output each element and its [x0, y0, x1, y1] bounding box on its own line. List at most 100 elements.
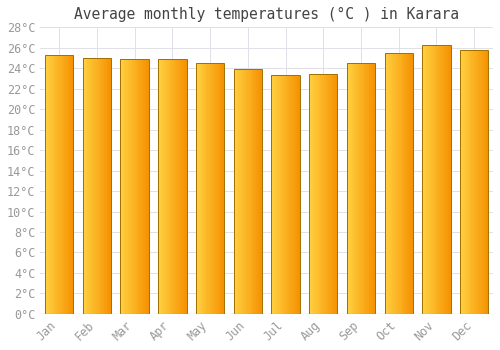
Bar: [363, 63, 364, 314]
Bar: [120, 59, 149, 314]
Bar: [144, 59, 145, 314]
Bar: [392, 53, 393, 314]
Bar: [313, 75, 314, 314]
Bar: [259, 69, 260, 314]
Bar: [132, 59, 134, 314]
Bar: [481, 50, 482, 314]
Bar: [162, 59, 163, 314]
Bar: [248, 69, 249, 314]
Bar: [258, 69, 259, 314]
Bar: [370, 63, 372, 314]
Bar: [436, 45, 438, 314]
Bar: [174, 59, 175, 314]
Bar: [395, 53, 396, 314]
Bar: [272, 75, 299, 314]
Bar: [48, 55, 49, 314]
Bar: [473, 50, 474, 314]
Bar: [208, 63, 209, 314]
Bar: [197, 63, 198, 314]
Bar: [106, 58, 108, 314]
Bar: [202, 63, 203, 314]
Bar: [384, 53, 413, 314]
Bar: [50, 55, 51, 314]
Bar: [63, 55, 64, 314]
Bar: [142, 59, 143, 314]
Bar: [404, 53, 406, 314]
Bar: [131, 59, 132, 314]
Bar: [125, 59, 126, 314]
Bar: [428, 45, 429, 314]
Bar: [124, 59, 125, 314]
Bar: [326, 75, 327, 314]
Bar: [145, 59, 146, 314]
Bar: [299, 75, 300, 314]
Bar: [443, 45, 444, 314]
Bar: [52, 55, 54, 314]
Bar: [466, 50, 468, 314]
Bar: [108, 58, 109, 314]
Bar: [448, 45, 450, 314]
Bar: [444, 45, 445, 314]
Bar: [62, 55, 63, 314]
Bar: [407, 53, 408, 314]
Bar: [199, 63, 200, 314]
Bar: [482, 50, 484, 314]
Bar: [298, 75, 299, 314]
Bar: [72, 55, 74, 314]
Bar: [64, 55, 65, 314]
Bar: [83, 58, 84, 314]
Bar: [442, 45, 443, 314]
Bar: [441, 45, 442, 314]
Bar: [364, 63, 365, 314]
Bar: [462, 50, 463, 314]
Bar: [216, 63, 218, 314]
Bar: [246, 69, 247, 314]
Bar: [122, 59, 124, 314]
Bar: [241, 69, 242, 314]
Bar: [291, 75, 292, 314]
Bar: [160, 59, 161, 314]
Bar: [295, 75, 296, 314]
Bar: [99, 58, 100, 314]
Bar: [400, 53, 402, 314]
Bar: [146, 59, 147, 314]
Bar: [426, 45, 427, 314]
Bar: [141, 59, 142, 314]
Bar: [182, 59, 184, 314]
Bar: [275, 75, 276, 314]
Bar: [359, 63, 360, 314]
Bar: [329, 75, 330, 314]
Bar: [198, 63, 199, 314]
Bar: [95, 58, 96, 314]
Bar: [425, 45, 426, 314]
Bar: [59, 55, 60, 314]
Bar: [163, 59, 164, 314]
Bar: [83, 58, 111, 314]
Bar: [296, 75, 297, 314]
Bar: [279, 75, 280, 314]
Bar: [286, 75, 288, 314]
Bar: [47, 55, 48, 314]
Bar: [148, 59, 149, 314]
Bar: [54, 55, 56, 314]
Bar: [260, 69, 261, 314]
Bar: [402, 53, 404, 314]
Bar: [315, 75, 316, 314]
Bar: [384, 53, 386, 314]
Bar: [240, 69, 241, 314]
Bar: [158, 59, 186, 314]
Bar: [277, 75, 278, 314]
Bar: [110, 58, 111, 314]
Bar: [200, 63, 202, 314]
Bar: [424, 45, 425, 314]
Bar: [215, 63, 216, 314]
Bar: [61, 55, 62, 314]
Bar: [49, 55, 50, 314]
Bar: [410, 53, 411, 314]
Bar: [470, 50, 472, 314]
Bar: [446, 45, 447, 314]
Bar: [128, 59, 129, 314]
Bar: [347, 63, 348, 314]
Bar: [168, 59, 170, 314]
Bar: [486, 50, 488, 314]
